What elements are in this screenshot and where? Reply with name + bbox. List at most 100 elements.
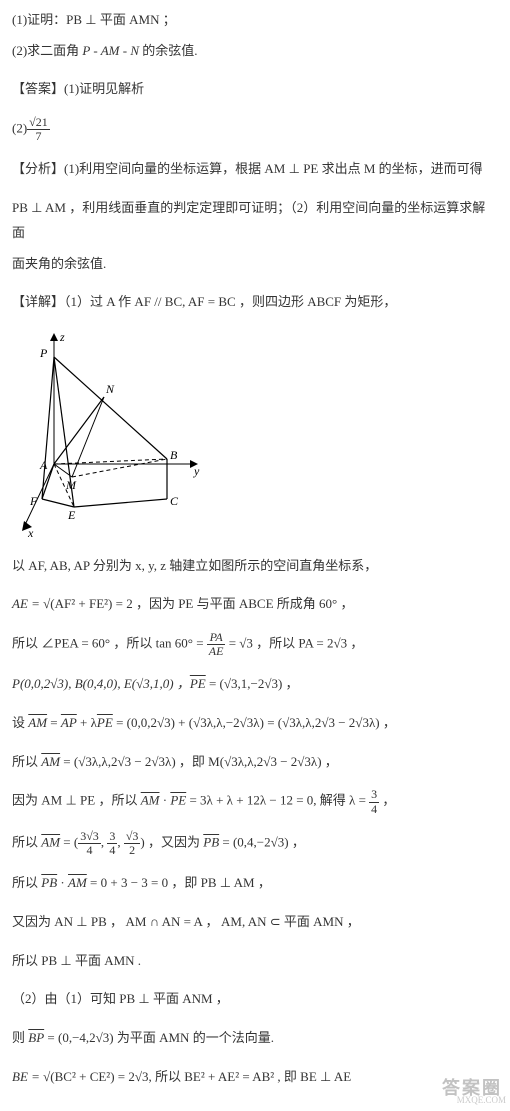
- ap-vec: AP: [61, 715, 77, 730]
- tan-den: AE: [207, 645, 226, 658]
- am-mid2: + λ: [77, 715, 97, 730]
- detail-heading: 【详解】（1）过 A 作 AF // BC, AF = BC ，则四边形 ABC…: [12, 290, 498, 315]
- am-so-line: 所以 AM = (√3λ,λ,2√3 − 2√3λ) ，即 M(√3λ,λ,2√…: [12, 750, 498, 775]
- conclude-1: 所以 PB ⊥ 平面 AMN .: [12, 949, 498, 974]
- ans2-fraction: √217: [27, 116, 50, 143]
- coordinate-diagram: z y x P N A B C F E M: [12, 329, 498, 548]
- ans2-prefix: (2): [12, 121, 27, 136]
- also-line: 又因为 AN ⊥ PB ， AM ∩ AN = A ， AM, AN ⊂ 平面 …: [12, 910, 498, 935]
- detail-label: 【详解】: [12, 294, 64, 309]
- svg-text:x: x: [27, 526, 34, 539]
- tan-line: 所以 ∠PEA = 60° ，所以 tan 60° = PAAE = √3 ，所…: [12, 631, 498, 658]
- am-vec-4: AM: [41, 834, 60, 849]
- analysis: 【分析】(1)利用空间向量的坐标运算，根据 AM ⊥ PE 求出点 M 的坐标，…: [12, 157, 498, 182]
- conclude-1-text: 所以 PB ⊥ 平面 AMN .: [12, 953, 141, 968]
- tan-num: PA: [207, 631, 226, 645]
- amv-n1: 3√3: [78, 830, 101, 844]
- amval-prefix: 所以: [12, 834, 41, 849]
- tan-frac: PAAE: [207, 631, 226, 658]
- ans2-den: 7: [27, 130, 50, 143]
- be-line: BE = √(BC² + CE²) = 2√3, 所以 BE² + AE² = …: [12, 1065, 498, 1090]
- svg-text:E: E: [67, 508, 76, 522]
- answer-2: (2)√217: [12, 116, 498, 143]
- am-set-val: = (0,0,2√3) + (√3λ,λ,−2√3λ) = (√3λ,λ,2√3…: [113, 715, 396, 730]
- amv-d2: 4: [107, 844, 117, 857]
- am-val-line: 所以 AM = (3√34, 34, √32) ，又因为 PB = (0,4,−…: [12, 830, 498, 857]
- amv-f1: 3√34: [78, 830, 101, 857]
- detail-1: （1）过 A 作 AF // BC, AF = BC ，则四边形 ABCF 为矩…: [64, 294, 396, 309]
- analysis-label: 【分析】: [12, 161, 64, 176]
- am-vec-3: AM: [141, 793, 160, 808]
- pe-vec-3: PE: [170, 793, 186, 808]
- basis-text: 以 AF, AB, AP 分别为 x, y, z 轴建立如图所示的空间直角坐标系…: [12, 558, 377, 573]
- amv-d1: 4: [78, 844, 101, 857]
- perp-end: ，: [379, 793, 395, 808]
- svg-text:M: M: [65, 478, 77, 492]
- bp-line: 则 BP = (0,−4,2√3) 为平面 AMN 的一个法向量.: [12, 1026, 498, 1051]
- pe-vec: PE: [190, 676, 206, 691]
- answer-1: (1)证明见解析: [64, 81, 144, 96]
- lambda-den: 4: [369, 803, 379, 816]
- pb-val: = (0,4,−2√3) ，: [219, 834, 305, 849]
- am-so-val: = (√3λ,λ,2√3 − 2√3λ) ，即 M(√3λ,λ,2√3 − 2√…: [60, 754, 338, 769]
- corner-badge: MXQE.COM: [457, 1092, 506, 1109]
- tan-1: 所以 ∠PEA = 60° ，所以 tan 60° =: [12, 636, 207, 651]
- be-prefix: BE =: [12, 1069, 43, 1084]
- pe-val: = (√3,1,−2√3) ，: [206, 676, 299, 691]
- q2-suffix: 的余弦值.: [139, 43, 198, 58]
- analysis-text-2: PB ⊥ AM ，利用线面垂直的判定定理即可证明；（2）利用空间向量的坐标运算求…: [12, 200, 485, 240]
- q2-prefix: (2)求二面角: [12, 43, 82, 58]
- tan-2: = √3 ，所以 PA = 2√3 ，: [225, 636, 363, 651]
- bp-prefix: 则: [12, 1030, 28, 1045]
- basis-line: 以 AF, AB, AP 分别为 x, y, z 轴建立如图所示的空间直角坐标系…: [12, 554, 498, 579]
- question-2: (2)求二面角 P - AM - N 的余弦值.: [12, 39, 498, 64]
- answer-label: 【答案】: [12, 81, 64, 96]
- bp-vec: BP: [28, 1030, 44, 1045]
- amv-d3: 2: [124, 844, 141, 857]
- pb-vec: PB: [203, 834, 219, 849]
- amv-n3: √3: [124, 830, 141, 844]
- ae-line: AE = √(AF² + FE²) = 2 ，因为 PE 与平面 ABCE 所成…: [12, 592, 498, 617]
- q2-math: P - AM - N: [82, 43, 139, 58]
- perp-prefix: 因为 AM ⊥ PE ，所以: [12, 793, 141, 808]
- am-so-prefix: 所以: [12, 754, 41, 769]
- amv-n2: 3: [107, 830, 117, 844]
- perp-line: 因为 AM ⊥ PE ，所以 AM · PE = 3λ + λ + 12λ − …: [12, 788, 498, 815]
- part2-1-text: （2）由（1）可知 PB ⊥ 平面 ANM ，: [12, 991, 229, 1006]
- pb-am-line: 所以 PB · AM = 0 + 3 − 3 = 0 ，即 PB ⊥ AM ，: [12, 871, 498, 896]
- ae-sqrt: √(AF² + FE²): [43, 596, 112, 611]
- analysis-line-2: PB ⊥ AM ，利用线面垂直的判定定理即可证明；（2）利用空间向量的坐标运算求…: [12, 196, 498, 245]
- am-vec-1: AM: [28, 715, 47, 730]
- pe-vec-2: PE: [97, 715, 113, 730]
- svg-text:y: y: [193, 464, 200, 478]
- part2-1: （2）由（1）可知 PB ⊥ 平面 ANM ，: [12, 987, 498, 1012]
- svg-text:C: C: [170, 494, 179, 508]
- svg-text:z: z: [59, 330, 65, 344]
- amval-mid: = (: [60, 834, 78, 849]
- coords-1: P(0,0,2√3), B(0,4,0), E(√3,1,0) ，: [12, 676, 190, 691]
- perp-val: = 3λ + λ + 12λ − 12 = 0, 解得 λ =: [186, 793, 369, 808]
- lambda-frac: 34: [369, 788, 379, 815]
- pb-vec-2: PB: [41, 875, 57, 890]
- amv-f2: 34: [107, 830, 117, 857]
- pbam-val: = 0 + 3 − 3 = 0 ，即 PB ⊥ AM ，: [87, 875, 271, 890]
- amv-close: ) ，又因为: [140, 834, 203, 849]
- amv-f3: √32: [124, 830, 141, 857]
- question-1: (1)证明：PB ⊥ 平面 AMN ；: [12, 8, 498, 33]
- svg-text:A: A: [39, 458, 48, 472]
- svg-text:N: N: [105, 382, 115, 396]
- am-vec-5: AM: [68, 875, 87, 890]
- be-val: = 2√3, 所以 BE² + AE² = AB² , 即 BE ⊥ AE: [115, 1069, 352, 1084]
- am-set-line: 设 AM = AP + λPE = (0,0,2√3) + (√3λ,λ,−2√…: [12, 711, 498, 736]
- also-text: 又因为 AN ⊥ PB ， AM ∩ AN = A ， AM, AN ⊂ 平面 …: [12, 914, 360, 929]
- analysis-line-3: 面夹角的余弦值.: [12, 252, 498, 277]
- answer-heading: 【答案】(1)证明见解析: [12, 77, 498, 102]
- analysis-text-3: 面夹角的余弦值.: [12, 256, 106, 271]
- am-mid: =: [47, 715, 61, 730]
- svg-text:B: B: [170, 448, 178, 462]
- pbam-dot: ·: [57, 875, 68, 890]
- q1-text: (1)证明：PB ⊥ 平面 AMN ；: [12, 12, 176, 27]
- coords-line: P(0,0,2√3), B(0,4,0), E(√3,1,0) ，PE = (√…: [12, 672, 498, 697]
- ae-eq: = 2 ，因为 PE 与平面 ABCE 所成角 60° ，: [112, 596, 353, 611]
- ae-prefix: AE =: [12, 596, 43, 611]
